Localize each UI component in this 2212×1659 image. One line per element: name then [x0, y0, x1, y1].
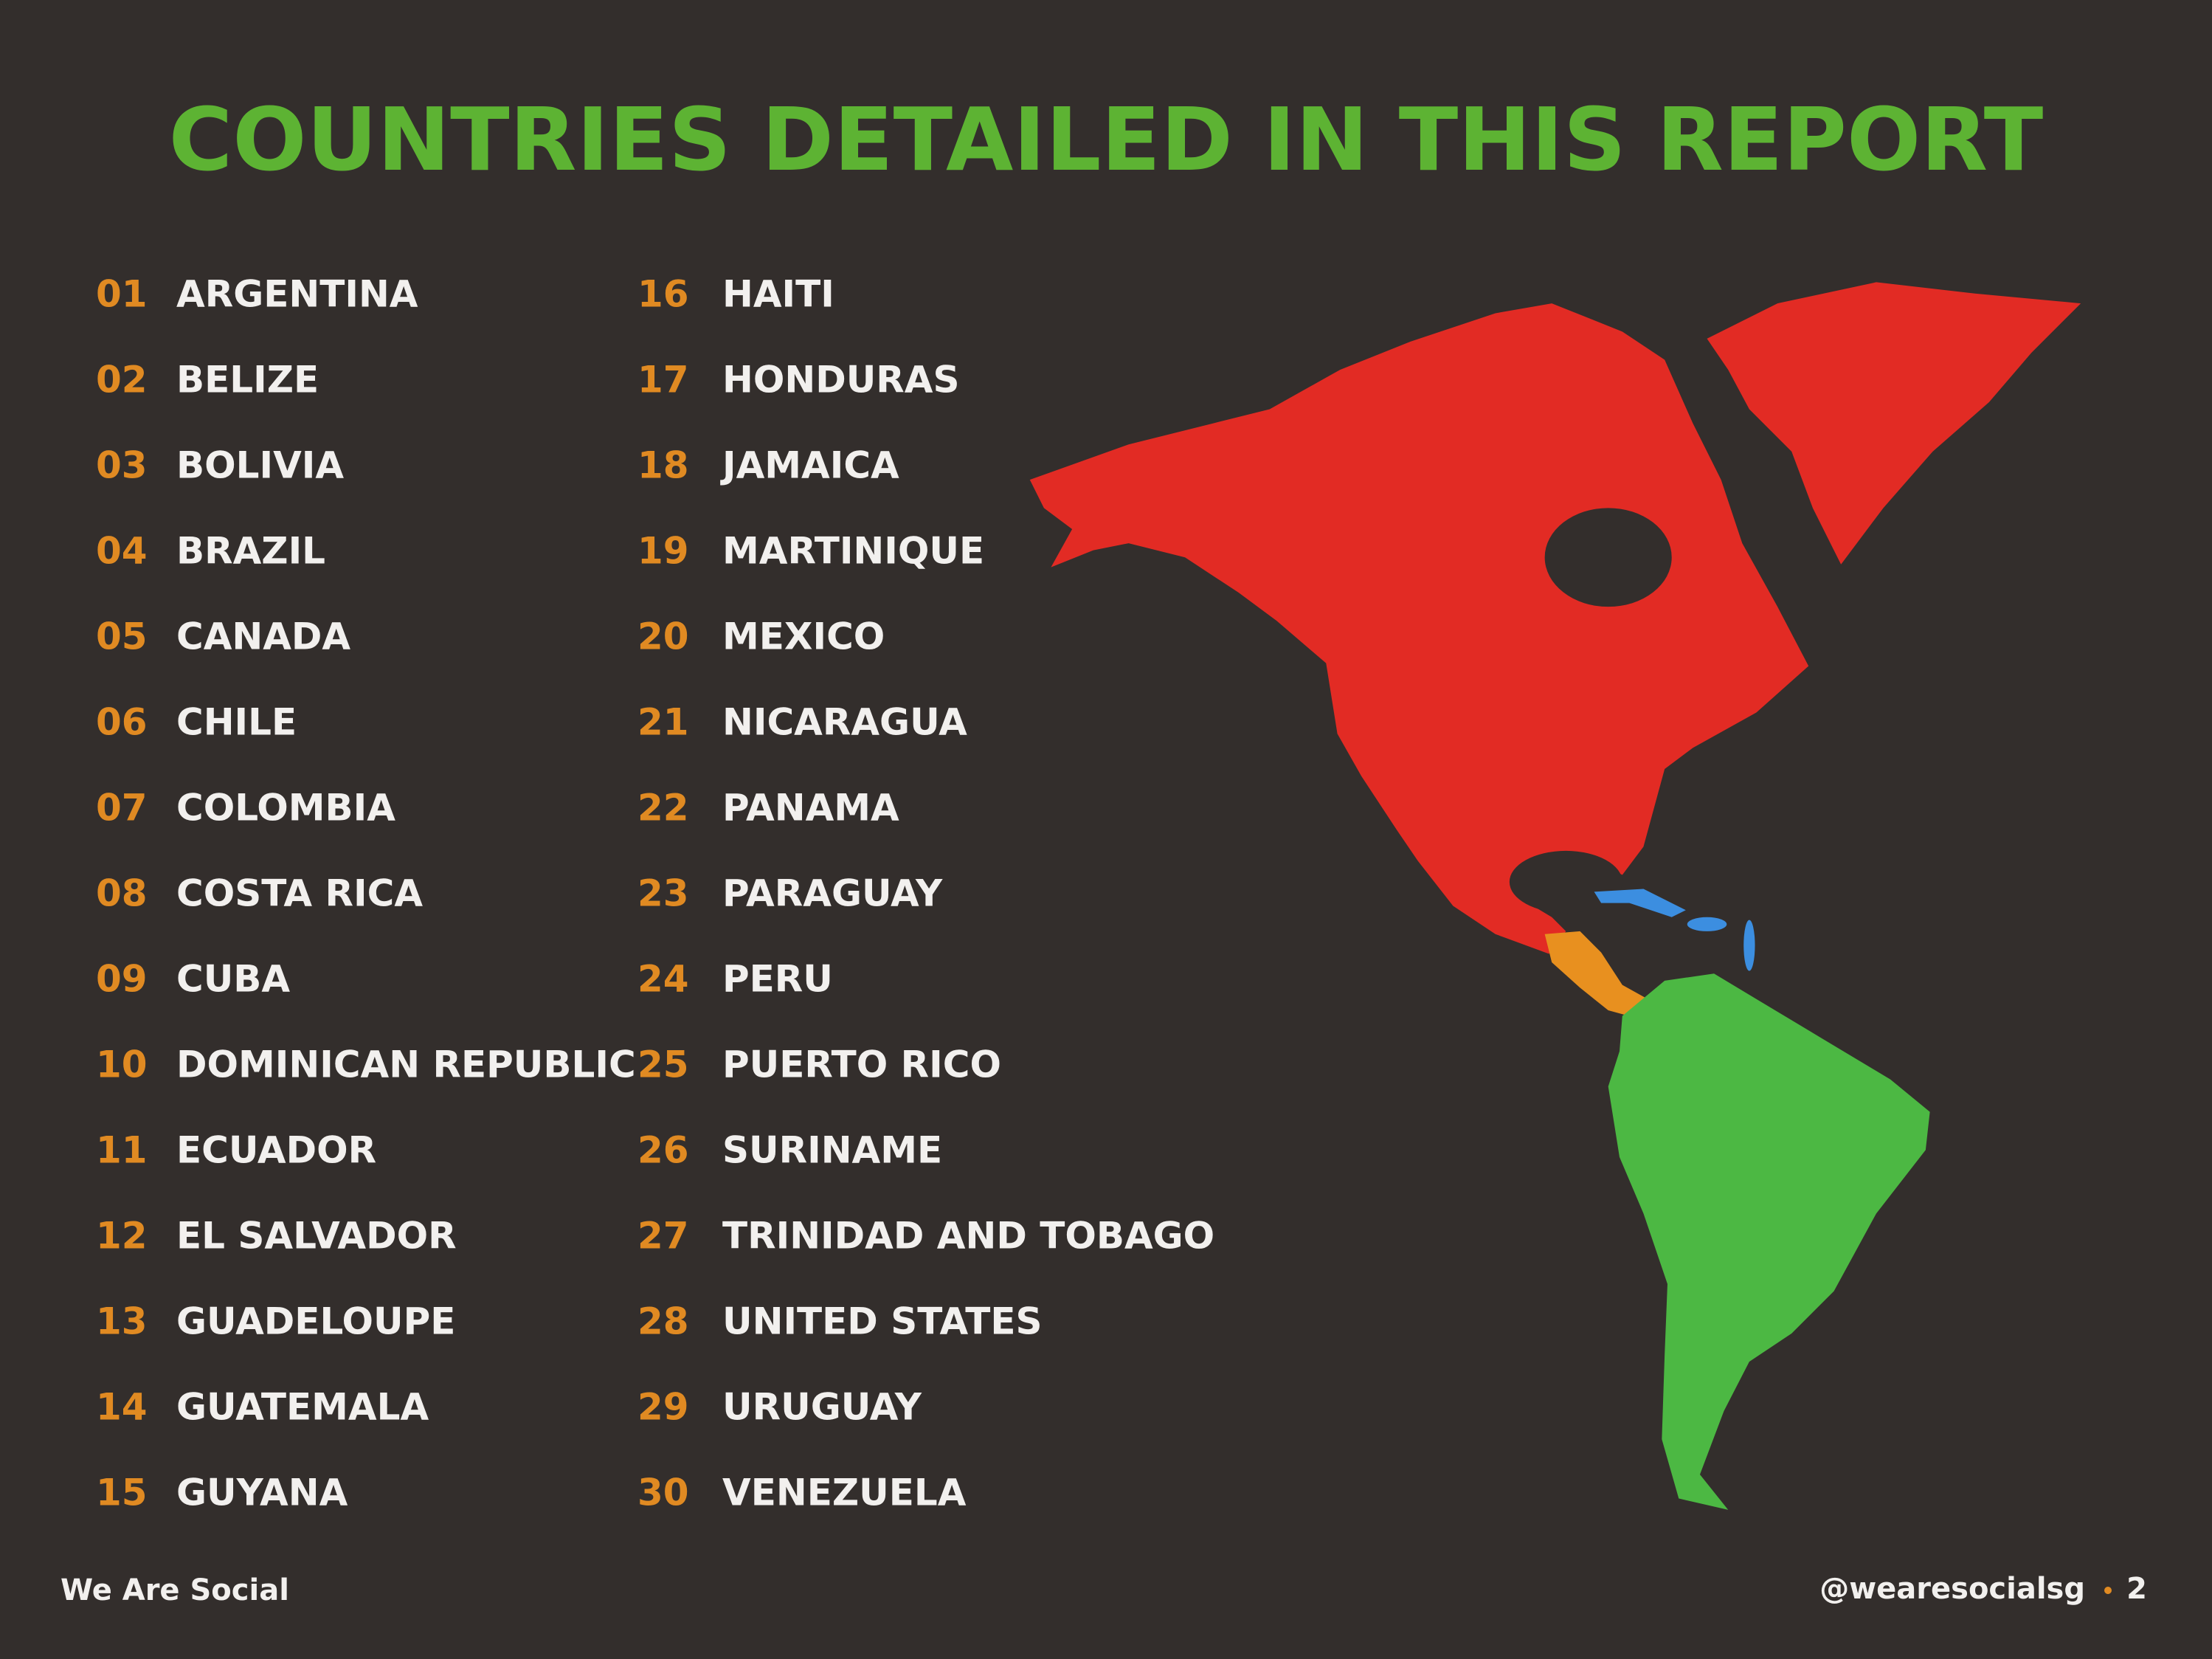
country-name: GUATEMALA [176, 1386, 429, 1429]
country-number: 08 [96, 872, 148, 915]
country-name: JAMAICA [720, 444, 899, 487]
country-number: 16 [637, 273, 689, 316]
country-number: 29 [637, 1386, 689, 1429]
country-list: 01 ARGENTINA 02 BELIZE 03 BOLIVIA 04 BRAZIL 05 CA… [96, 273, 1214, 1514]
country-number: 19 [637, 530, 689, 573]
country-name: SURINAME [722, 1129, 942, 1172]
hudson-bay [1544, 508, 1672, 607]
country-name: NICARAGUA [722, 701, 967, 744]
country-name: VENEZUELA [722, 1472, 967, 1514]
greenland [1707, 282, 2081, 565]
hispaniola [1687, 917, 1727, 931]
country-number: 21 [637, 701, 689, 744]
country-name: ECUADOR [176, 1129, 376, 1172]
country-number: 11 [96, 1129, 148, 1172]
page-number: 2 [2126, 1572, 2147, 1606]
country-number: 09 [96, 958, 148, 1001]
country-number: 04 [96, 530, 148, 573]
country-name: ARGENTINA [176, 273, 418, 316]
country-number: 13 [96, 1300, 148, 1343]
country-number: 15 [96, 1472, 148, 1514]
country-name: PUERTO RICO [722, 1044, 1001, 1086]
country-name: MARTINIQUE [722, 530, 984, 573]
country-number: 30 [637, 1472, 689, 1514]
country-name: EL SALVADOR [176, 1215, 457, 1258]
country-number: 02 [96, 359, 148, 401]
country-name: COSTA RICA [176, 872, 423, 915]
country-name: BRAZIL [176, 530, 325, 573]
country-name: GUADELOUPE [176, 1300, 455, 1343]
country-name: PARAGUAY [722, 872, 943, 915]
country-name: CHILE [176, 701, 297, 744]
caribbean [1594, 889, 1686, 917]
country-name: CANADA [176, 615, 350, 658]
country-name: COLOMBIA [176, 787, 395, 830]
country-number: 14 [96, 1386, 148, 1429]
country-number: 12 [96, 1215, 148, 1258]
title: COUNTRIES DETAILED IN THIS REPORT [169, 89, 2044, 190]
country-number: 07 [96, 787, 148, 830]
country-number: 28 [637, 1300, 689, 1343]
country-number: 01 [96, 273, 148, 316]
lesser-antilles [1743, 920, 1755, 971]
map [1029, 282, 2081, 1510]
country-name: UNITED STATES [722, 1300, 1043, 1343]
south-america [1608, 973, 1930, 1510]
country-name: TRINIDAD AND TOBAGO [722, 1215, 1214, 1258]
country-name: CUBA [176, 958, 290, 1001]
country-name: URUGUAY [722, 1386, 922, 1429]
country-number: 05 [96, 615, 148, 658]
country-number: 27 [637, 1215, 689, 1258]
country-number: 17 [637, 359, 689, 401]
central-america [1544, 931, 1648, 1019]
north-america [1029, 303, 1809, 954]
country-number: 18 [637, 444, 689, 487]
country-name: HAITI [722, 273, 834, 316]
country-name: MEXICO [722, 615, 885, 658]
country-number: 26 [637, 1129, 689, 1172]
country-name: PERU [722, 958, 833, 1001]
country-number: 06 [96, 701, 148, 744]
gulf [1509, 850, 1622, 914]
brand: We Are Social [61, 1573, 289, 1607]
country-number: 03 [96, 444, 148, 487]
country-number: 25 [637, 1044, 689, 1086]
handle: @wearesocialsg [1819, 1572, 2085, 1606]
country-name: BELIZE [176, 359, 319, 401]
country-number: 23 [637, 872, 689, 915]
country-number: 24 [637, 958, 689, 1001]
country-number: 22 [637, 787, 689, 830]
country-name: GUYANA [176, 1472, 348, 1514]
country-name: BOLIVIA [176, 444, 344, 487]
country-number: 10 [96, 1044, 148, 1086]
country-number: 20 [637, 615, 689, 658]
separator [2104, 1587, 2112, 1594]
country-name: PANAMA [722, 787, 899, 830]
country-name: HONDURAS [722, 359, 960, 401]
country-name: DOMINICAN REPUBLIC [176, 1044, 636, 1086]
